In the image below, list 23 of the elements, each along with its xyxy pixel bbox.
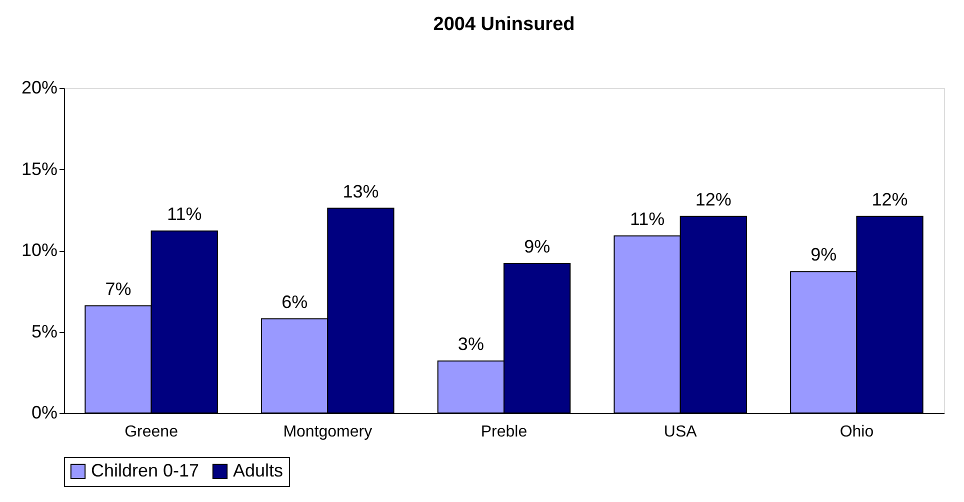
data-label: 13% <box>342 181 379 202</box>
data-label: 6% <box>282 292 308 312</box>
x-tick-label: Preble <box>480 424 528 440</box>
x-tick-label: Ohio <box>840 424 874 440</box>
x-tick-label: Montgomery <box>283 424 372 440</box>
data-label: 7% <box>105 278 132 299</box>
data-label: 11% <box>630 208 665 229</box>
data-label: 11% <box>167 204 202 224</box>
x-tick-label: Greene <box>124 424 178 440</box>
data-label: 9% <box>810 244 837 265</box>
legend-label: Children 0-17 <box>91 460 200 480</box>
y-tick-label: 20% <box>21 78 58 98</box>
data-label: 12% <box>872 189 908 210</box>
y-tick-label: 10% <box>21 240 58 260</box>
chart-title: 2004 Uninsured <box>433 14 575 35</box>
legend-label: Adults <box>233 460 284 480</box>
data-label: 9% <box>524 236 550 256</box>
y-tick-label: 0% <box>31 402 58 422</box>
y-tick-label: 5% <box>31 321 58 342</box>
x-tick-label: USA <box>664 424 698 440</box>
y-tick-label: 15% <box>21 158 58 179</box>
data-label: 3% <box>458 334 484 354</box>
data-label: 12% <box>695 189 732 210</box>
